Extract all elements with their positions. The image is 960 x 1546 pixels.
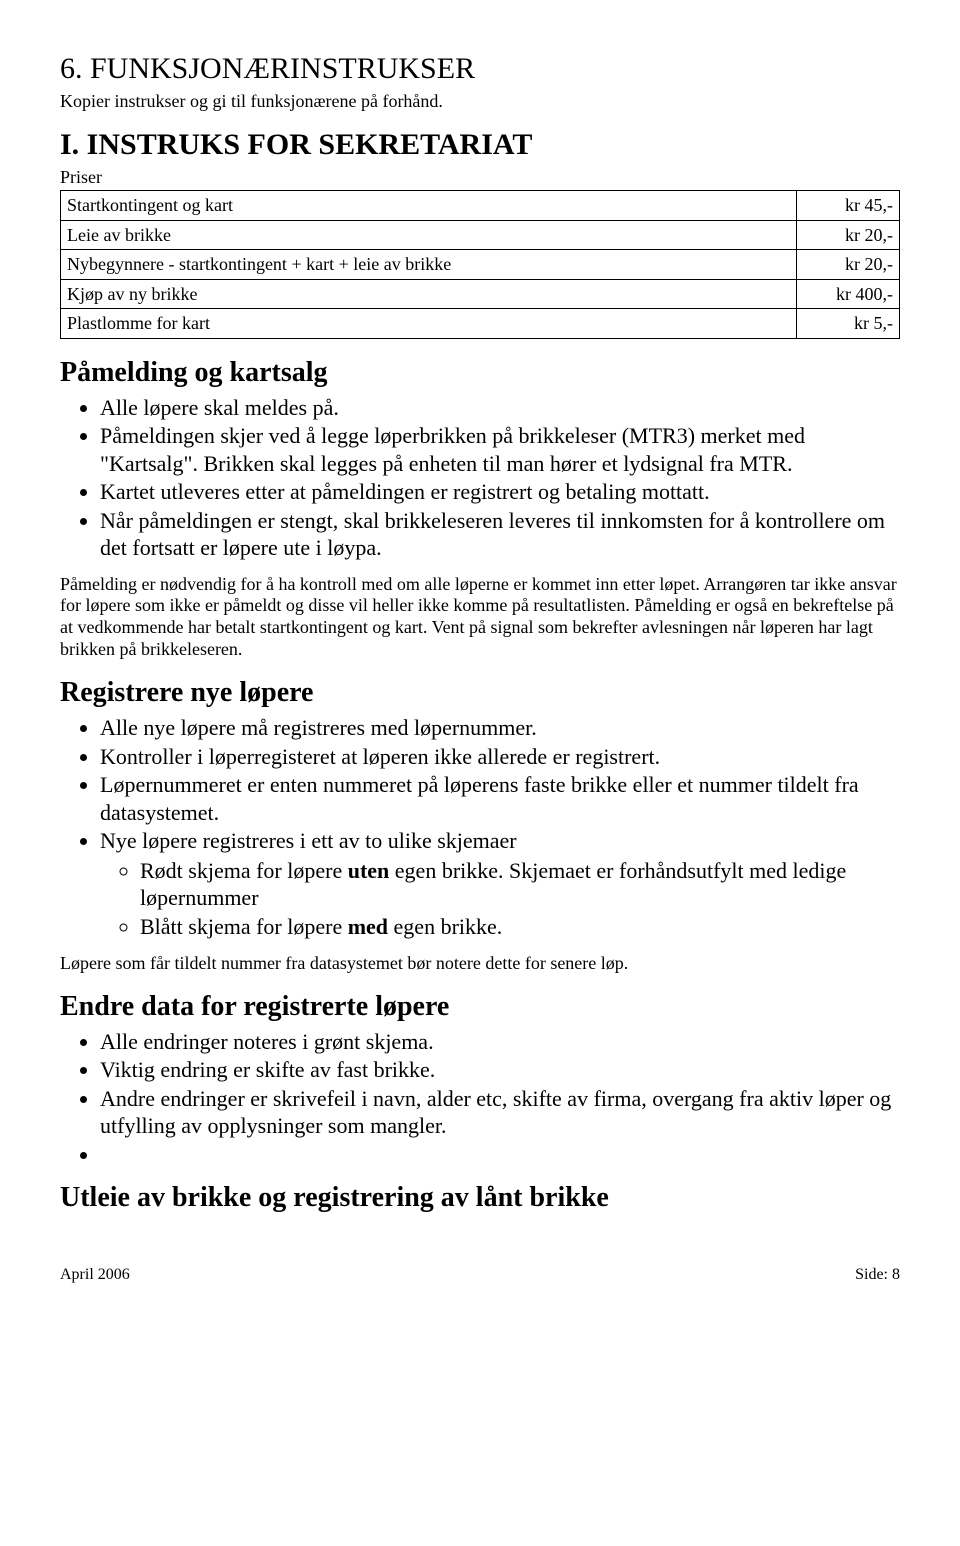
pamelding-paragraph: Påmelding er nødvendig for å ha kontroll… <box>60 574 900 662</box>
price-value: kr 20,- <box>797 220 900 250</box>
endre-heading: Endre data for registrerte løpere <box>60 989 900 1024</box>
list-item: Andre endringer er skrivefeil i navn, al… <box>100 1085 900 1140</box>
list-item: Alle løpere skal meldes på. <box>100 394 900 422</box>
sub-item: Blått skjema for løpere med egen brikke. <box>140 913 900 941</box>
footer-right: Side: 8 <box>855 1265 900 1285</box>
list-item: Kontroller i løperregisteret at løperen … <box>100 743 900 771</box>
instruks-title: I. INSTRUKS FOR SEKRETARIAT <box>60 126 900 164</box>
list-item: Nye løpere registreres i ett av to ulike… <box>100 827 900 940</box>
sub-post: egen brikke. <box>388 914 502 939</box>
list-item: Kartet utleveres etter at påmeldingen er… <box>100 478 900 506</box>
registrere-paragraph: Løpere som får tildelt nummer fra datasy… <box>60 952 900 975</box>
sub-bold: med <box>348 914 388 939</box>
price-label: Plastlomme for kart <box>61 309 797 339</box>
list-item: Alle nye løpere må registreres med løper… <box>100 714 900 742</box>
registrere-sublist: Rødt skjema for løpere uten egen brikke.… <box>100 857 900 941</box>
price-value: kr 45,- <box>797 191 900 221</box>
list-item: Når påmeldingen er stengt, skal brikkele… <box>100 507 900 562</box>
footer-left: April 2006 <box>60 1265 130 1285</box>
list-item <box>100 1141 900 1169</box>
section-subline: Kopier instrukser og gi til funksjonæren… <box>60 90 900 113</box>
sub-item: Rødt skjema for løpere uten egen brikke.… <box>140 857 900 912</box>
page-footer: April 2006 Side: 8 <box>60 1265 900 1285</box>
price-value: kr 5,- <box>797 309 900 339</box>
price-value: kr 400,- <box>797 279 900 309</box>
price-label: Kjøp av ny brikke <box>61 279 797 309</box>
list-item: Påmeldingen skjer ved å legge løperbrikk… <box>100 422 900 477</box>
registrere-heading: Registrere nye løpere <box>60 675 900 710</box>
sub-pre: Blått skjema for løpere <box>140 914 348 939</box>
sub-pre: Rødt skjema for løpere <box>140 858 348 883</box>
price-label: Startkontingent og kart <box>61 191 797 221</box>
endre-list: Alle endringer noteres i grønt skjema. V… <box>60 1028 900 1169</box>
list-item-text: Nye løpere registreres i ett av to ulike… <box>100 828 517 853</box>
pamelding-list: Alle løpere skal meldes på. Påmeldingen … <box>60 394 900 562</box>
price-label: Nybegynnere - startkontingent + kart + l… <box>61 250 797 280</box>
price-row: Startkontingent og kart kr 45,- <box>61 191 900 221</box>
registrere-list: Alle nye løpere må registreres med løper… <box>60 714 900 940</box>
price-value: kr 20,- <box>797 250 900 280</box>
price-table: Startkontingent og kart kr 45,- Leie av … <box>60 190 900 339</box>
price-label: Leie av brikke <box>61 220 797 250</box>
utleie-heading: Utleie av brikke og registrering av lånt… <box>60 1180 900 1215</box>
list-item: Viktig endring er skifte av fast brikke. <box>100 1056 900 1084</box>
price-row: Kjøp av ny brikke kr 400,- <box>61 279 900 309</box>
list-item: Løpernummeret er enten nummeret på løper… <box>100 771 900 826</box>
price-row: Plastlomme for kart kr 5,- <box>61 309 900 339</box>
sub-bold: uten <box>348 858 390 883</box>
price-row: Nybegynnere - startkontingent + kart + l… <box>61 250 900 280</box>
priser-label: Priser <box>60 166 900 189</box>
list-item: Alle endringer noteres i grønt skjema. <box>100 1028 900 1056</box>
pamelding-heading: Påmelding og kartsalg <box>60 355 900 390</box>
price-row: Leie av brikke kr 20,- <box>61 220 900 250</box>
section-heading: 6. FUNKSJONÆRINSTRUKSER <box>60 50 900 88</box>
